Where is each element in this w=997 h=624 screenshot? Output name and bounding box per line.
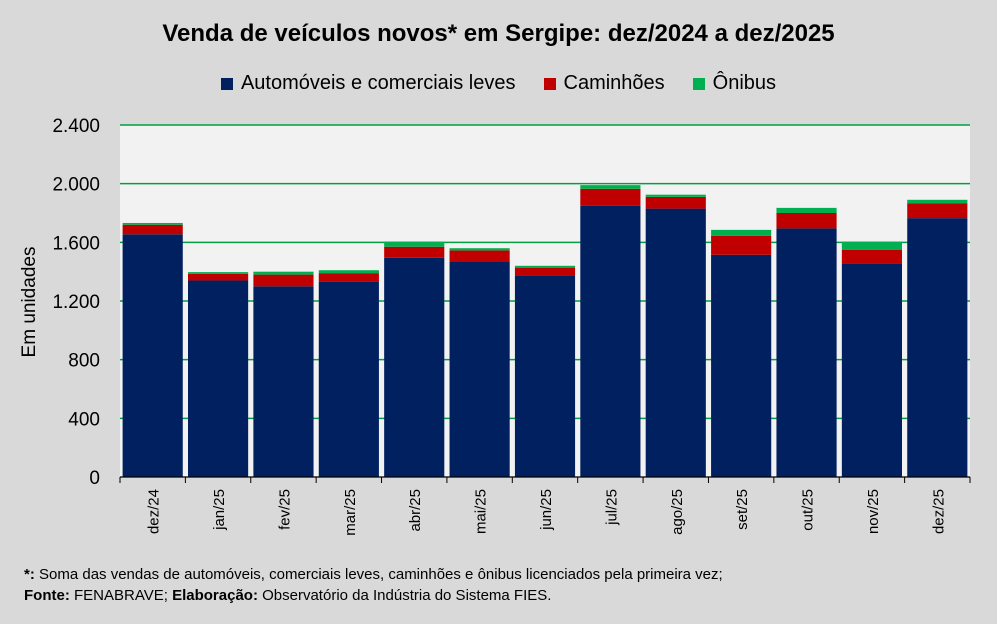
chart-title: Venda de veículos novos* em Sergipe: dez… [162,20,835,47]
bar-segment-automoveis [907,218,968,477]
footnote: *: Soma das vendas de automóveis, comerc… [24,564,723,606]
bar-segment-caminhoes [188,273,249,281]
x-tick-label: dez/24 [146,489,163,534]
bar-segment-caminhoes [645,196,706,209]
bar-segment-onibus [580,185,641,189]
bar-segment-automoveis [645,208,706,477]
legend: Automóveis e comerciais leves Caminhões … [0,72,997,95]
x-tick-label: jan/25 [211,489,228,531]
elaboration-label: Elaboração: [172,587,258,604]
legend-label-caminhoes: Caminhões [563,72,665,94]
bar-segment-caminhoes [776,213,837,229]
bar-segment-automoveis [318,281,379,477]
bar-segment-onibus [841,241,902,250]
legend-item-onibus: Ônibus [692,72,777,95]
bar-segment-automoveis [514,275,576,477]
y-tick-label: 0 [89,468,100,489]
legend-label-onibus: Ônibus [712,72,777,94]
bar-segment-onibus [122,222,183,225]
bar-segment-onibus [318,270,379,274]
bar-segment-caminhoes [122,224,183,235]
footnote-marker: *: [24,566,35,583]
bar-segment-automoveis [253,286,314,477]
bar-segment-onibus [514,265,576,268]
legend-swatch-automoveis [220,77,233,90]
legend-item-caminhoes: Caminhões [543,72,665,95]
y-tick-label: 400 [68,409,100,430]
legend-swatch-caminhoes [543,77,556,90]
legend-swatch-onibus [692,77,705,90]
footnote-source: Fonte: FENABRAVE; Elaboração: Observatór… [24,585,723,606]
bar-segment-onibus [188,272,249,274]
bar-segment-onibus [384,241,445,247]
bar-segment-automoveis [711,254,772,477]
bar-segment-onibus [645,194,706,197]
source-text: FENABRAVE; [69,587,173,604]
legend-item-automoveis: Automóveis e comerciais leves [220,72,516,95]
bar-segment-caminhoes [514,268,576,276]
footnote-note-text: Soma das vendas de automóveis, comerciai… [34,566,723,583]
source-label: Fonte: [24,587,70,604]
x-tick-label: out/25 [800,489,817,531]
footnote-note: *: Soma das vendas de automóveis, comerc… [24,564,723,585]
y-tick-label: 800 [68,351,100,372]
x-tick-label: abr/25 [407,489,424,532]
bar-segment-onibus [776,207,837,213]
bar-segment-caminhoes [253,274,314,287]
bar-segment-automoveis [776,228,837,477]
bar-segment-caminhoes [907,203,968,219]
y-tick-label: 1.600 [52,233,100,254]
legend-label-automoveis: Automóveis e comerciais leves [240,72,516,94]
bar-segment-automoveis [122,234,183,477]
x-tick-label: fev/25 [276,489,293,530]
bar-segment-caminhoes [449,250,510,262]
y-tick-label: 2.000 [52,175,100,196]
x-tick-label: jul/25 [603,489,620,526]
x-tick-label: nov/25 [865,489,882,534]
bar-segment-caminhoes [384,246,445,258]
bar-segment-caminhoes [711,235,772,255]
bar-segment-automoveis [188,280,249,477]
bar-segment-automoveis [449,261,510,477]
x-tick-label: mai/25 [473,489,490,534]
y-tick-label: 1.200 [52,292,100,313]
bar-segment-onibus [711,229,772,236]
y-tick-label: 2.400 [52,116,100,137]
bar-segment-onibus [449,248,510,251]
bar-segment-onibus [907,199,968,204]
x-tick-label: dez/25 [930,489,947,534]
bar-segment-automoveis [841,263,902,477]
bar-segment-automoveis [384,257,445,477]
bar-segment-caminhoes [580,188,641,206]
x-tick-label: mar/25 [342,489,359,536]
x-tick-label: set/25 [734,489,751,530]
bar-segment-automoveis [580,205,641,477]
x-tick-label: ago/25 [669,489,686,535]
x-tick-label: jun/25 [538,489,555,531]
bar-segment-caminhoes [318,273,379,282]
bar-segment-onibus [253,271,314,275]
bar-segment-caminhoes [841,249,902,264]
elaboration-text: Observatório da Indústria do Sistema FIE… [257,587,552,604]
